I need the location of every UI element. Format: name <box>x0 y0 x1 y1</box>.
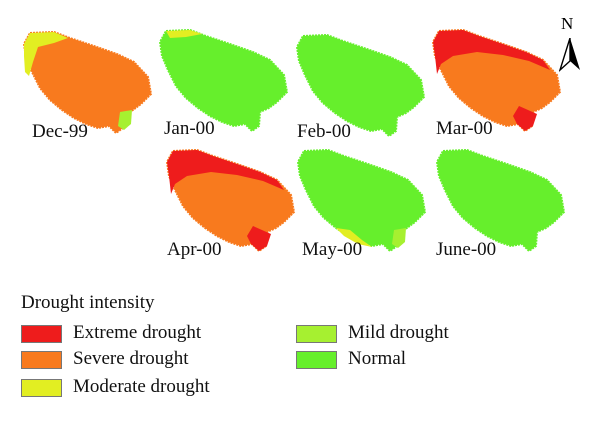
legend-title: Drought intensity <box>21 292 155 313</box>
legend-label: Normal <box>348 348 407 369</box>
region-fill-normal <box>296 148 427 253</box>
drought-patch-mild-se <box>392 228 406 248</box>
drought-patch-mild-se <box>118 110 132 130</box>
map-panel-may-00 <box>296 148 427 253</box>
region-fill-normal <box>435 148 566 253</box>
drought-patch-extreme-bottom <box>513 106 537 131</box>
map-panel-apr-00 <box>165 148 296 253</box>
panel-label-feb-00: Feb-00 <box>297 121 351 142</box>
legend-swatch <box>21 351 62 369</box>
drought-patch-extreme-top <box>167 150 284 194</box>
legend-swatch <box>296 325 337 343</box>
legend-label: Severe drought <box>73 348 189 369</box>
north-label: N <box>561 14 574 33</box>
map-panel-mar-00 <box>431 28 562 133</box>
region-fill-normal <box>158 28 289 133</box>
legend-label: Moderate drought <box>73 376 210 397</box>
drought-patch-moderate-top <box>166 30 202 38</box>
region-fill-severe <box>22 30 153 135</box>
legend-swatch <box>21 325 62 343</box>
drought-patch-moderate-sw <box>336 228 372 247</box>
map-panel-feb-00 <box>295 33 426 138</box>
legend-label: Mild drought <box>348 322 449 343</box>
north-arrow-icon <box>559 38 580 72</box>
panel-label-dec-99: Dec-99 <box>32 121 88 142</box>
panel-label-apr-00: Apr-00 <box>167 239 222 260</box>
region-fill-normal <box>295 33 426 138</box>
map-panel-dec-99 <box>22 30 153 135</box>
map-panel-jan-00 <box>158 28 289 133</box>
legend-label: Extreme drought <box>73 322 202 343</box>
panel-label-may-00: May-00 <box>302 239 363 260</box>
panel-label-jun-00: June-00 <box>436 239 497 260</box>
legend-swatch <box>21 379 62 397</box>
drought-patch-extreme-top <box>433 30 550 74</box>
drought-patch-extreme-bottom <box>247 226 271 251</box>
drought-patch-moderate-nw <box>24 32 68 76</box>
panel-label-jan-00: Jan-00 <box>164 118 215 139</box>
map-panel-jun-00 <box>435 148 566 253</box>
legend-swatch <box>296 351 337 369</box>
panel-label-mar-00: Mar-00 <box>436 118 493 139</box>
map-panels <box>22 28 566 253</box>
